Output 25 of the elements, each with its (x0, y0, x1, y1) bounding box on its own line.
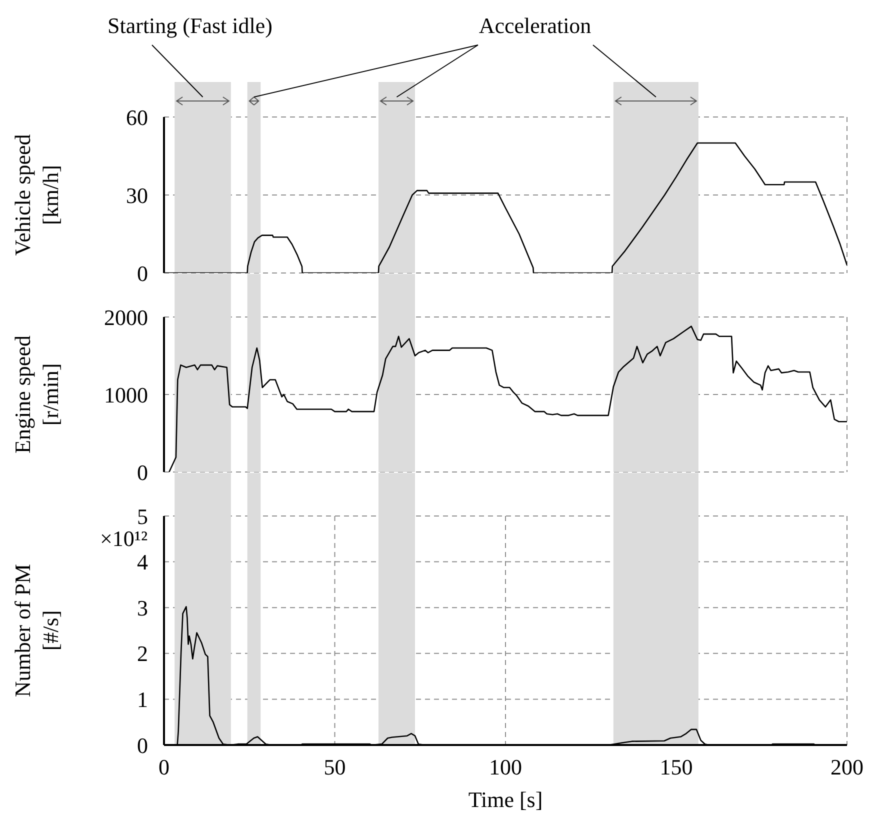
y-tick-label: 60 (126, 104, 148, 130)
y-tick-label: 4 (137, 550, 148, 575)
text: ×10¹² (100, 526, 148, 552)
x-tick-label: 150 (660, 754, 693, 780)
y-tick-label: 1000 (104, 382, 148, 408)
x-tick-label: 0 (158, 754, 170, 780)
y-tick-label: 0 (137, 260, 148, 286)
y-tick-label: 1 (137, 687, 148, 712)
x-tick-label: 50 (324, 754, 346, 780)
y-axis-title: Number of PM [#/s] (10, 564, 63, 698)
y-tick-label: 3 (137, 595, 148, 620)
y-tick-label: 0 (137, 732, 148, 758)
y-tick-label: 0 (137, 460, 148, 485)
y-axis-title: Engine speed [r/min] (10, 336, 63, 454)
text: Starting (Fast idle) (108, 13, 272, 38)
y-tick-label: 30 (126, 182, 148, 208)
y-axis-title: Vehicle speed [km/h] (10, 134, 63, 256)
y-tick-label: 2 (137, 641, 148, 666)
line-series (168, 326, 847, 472)
y-tick-label: 2000 (104, 304, 148, 330)
x-axis-title: Time [s] (468, 787, 543, 812)
text: Acceleration (478, 13, 592, 38)
y-tick-label: 5 (137, 504, 148, 529)
x-tick-label: 200 (830, 754, 864, 780)
x-tick-label: 100 (489, 754, 522, 780)
